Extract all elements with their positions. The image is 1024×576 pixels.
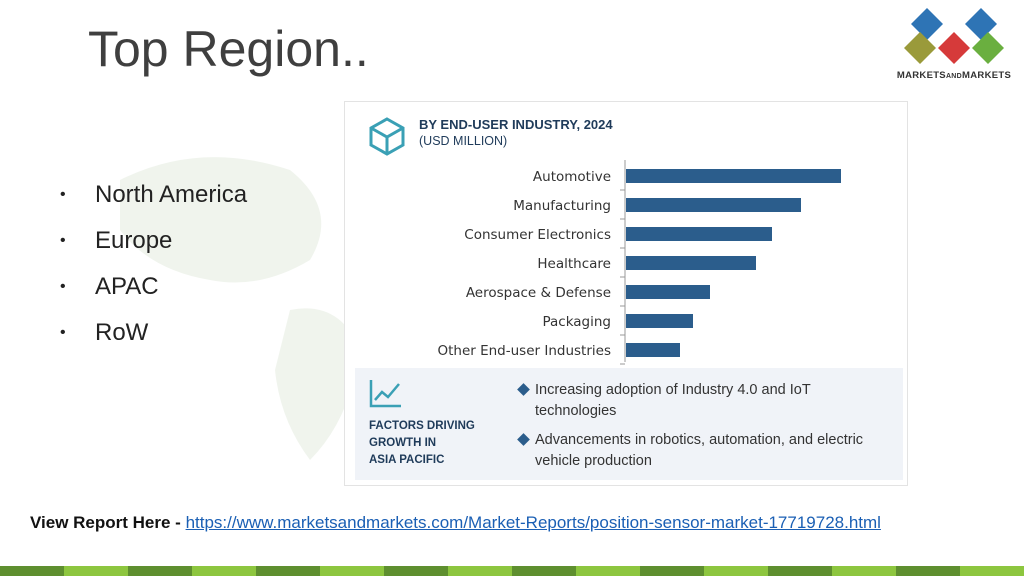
footer-stripe xyxy=(384,566,448,576)
bar xyxy=(626,227,772,241)
logo-text: MARKETSANDMARKETS xyxy=(896,70,1012,81)
bar xyxy=(626,169,841,183)
footer-stripe xyxy=(0,566,64,576)
logo-diamond-red xyxy=(938,32,970,64)
report-line: View Report Here - https://www.marketsan… xyxy=(30,511,1010,535)
chart-subtitle: (USD MILLION) xyxy=(419,134,508,148)
list-item: • Europe xyxy=(60,227,173,254)
bar xyxy=(626,198,801,212)
factors-box: FACTORS DRIVING GROWTH IN ASIA PACIFIC I… xyxy=(355,368,903,480)
footer-stripe xyxy=(256,566,320,576)
footer-stripe xyxy=(640,566,704,576)
logo-diamonds-icon xyxy=(904,8,1004,64)
footer-stripe xyxy=(576,566,640,576)
list-item: • RoW xyxy=(60,319,149,346)
footer-stripe xyxy=(704,566,768,576)
category-label: Manufacturing xyxy=(513,198,611,214)
box-icon xyxy=(369,117,405,156)
factor-item: Advancements in robotics, automation, an… xyxy=(517,430,879,472)
category-label: Aerospace & Defense xyxy=(466,285,611,301)
marketsandmarkets-logo: MARKETSANDMARKETS xyxy=(886,2,1022,86)
chart-title: BY END-USER INDUSTRY, 2024 xyxy=(419,117,613,132)
logo-diamond-blue-2 xyxy=(965,8,997,40)
footer-color-bar xyxy=(0,566,1024,576)
footer-stripe xyxy=(896,566,960,576)
bar-chart: Automotive Manufacturing Consumer Electron… xyxy=(437,160,841,365)
footer-stripe xyxy=(832,566,896,576)
list-item: • APAC xyxy=(60,273,159,300)
footer-stripe xyxy=(128,566,192,576)
category-label: Other End-user Industries xyxy=(437,343,611,359)
footer-stripe xyxy=(768,566,832,576)
bar xyxy=(626,343,680,357)
factors-label: FACTORS DRIVING GROWTH IN ASIA PACIFIC xyxy=(369,420,475,466)
category-label: Consumer Electronics xyxy=(464,227,611,243)
footer-stripe xyxy=(192,566,256,576)
footer-stripe xyxy=(512,566,576,576)
footer-stripe xyxy=(320,566,384,576)
category-label: Automotive xyxy=(533,169,611,185)
report-link[interactable]: https://www.marketsandmarkets.com/Market… xyxy=(185,513,881,532)
bar xyxy=(626,314,693,328)
bar xyxy=(626,256,756,270)
footer-stripe xyxy=(960,566,1024,576)
list-item: • North America xyxy=(60,181,248,208)
trend-line-icon xyxy=(369,380,401,408)
bar xyxy=(626,285,710,299)
infographic-panel: BY END-USER INDUSTRY, 2024 (USD MILLION)… xyxy=(344,101,908,486)
logo-diamond-blue xyxy=(911,8,943,40)
footer-stripe xyxy=(448,566,512,576)
category-label: Healthcare xyxy=(537,256,611,272)
logo-diamond-olive xyxy=(904,32,936,64)
footer-stripe xyxy=(64,566,128,576)
region-list: • North America • Europe • APAC • RoW xyxy=(60,172,247,356)
logo-diamond-green xyxy=(972,32,1004,64)
factor-item: Increasing adoption of Industry 4.0 and … xyxy=(517,380,879,422)
page-title: Top Region.. xyxy=(88,21,369,77)
category-label: Packaging xyxy=(542,314,611,330)
report-label: View Report Here - xyxy=(30,513,186,532)
